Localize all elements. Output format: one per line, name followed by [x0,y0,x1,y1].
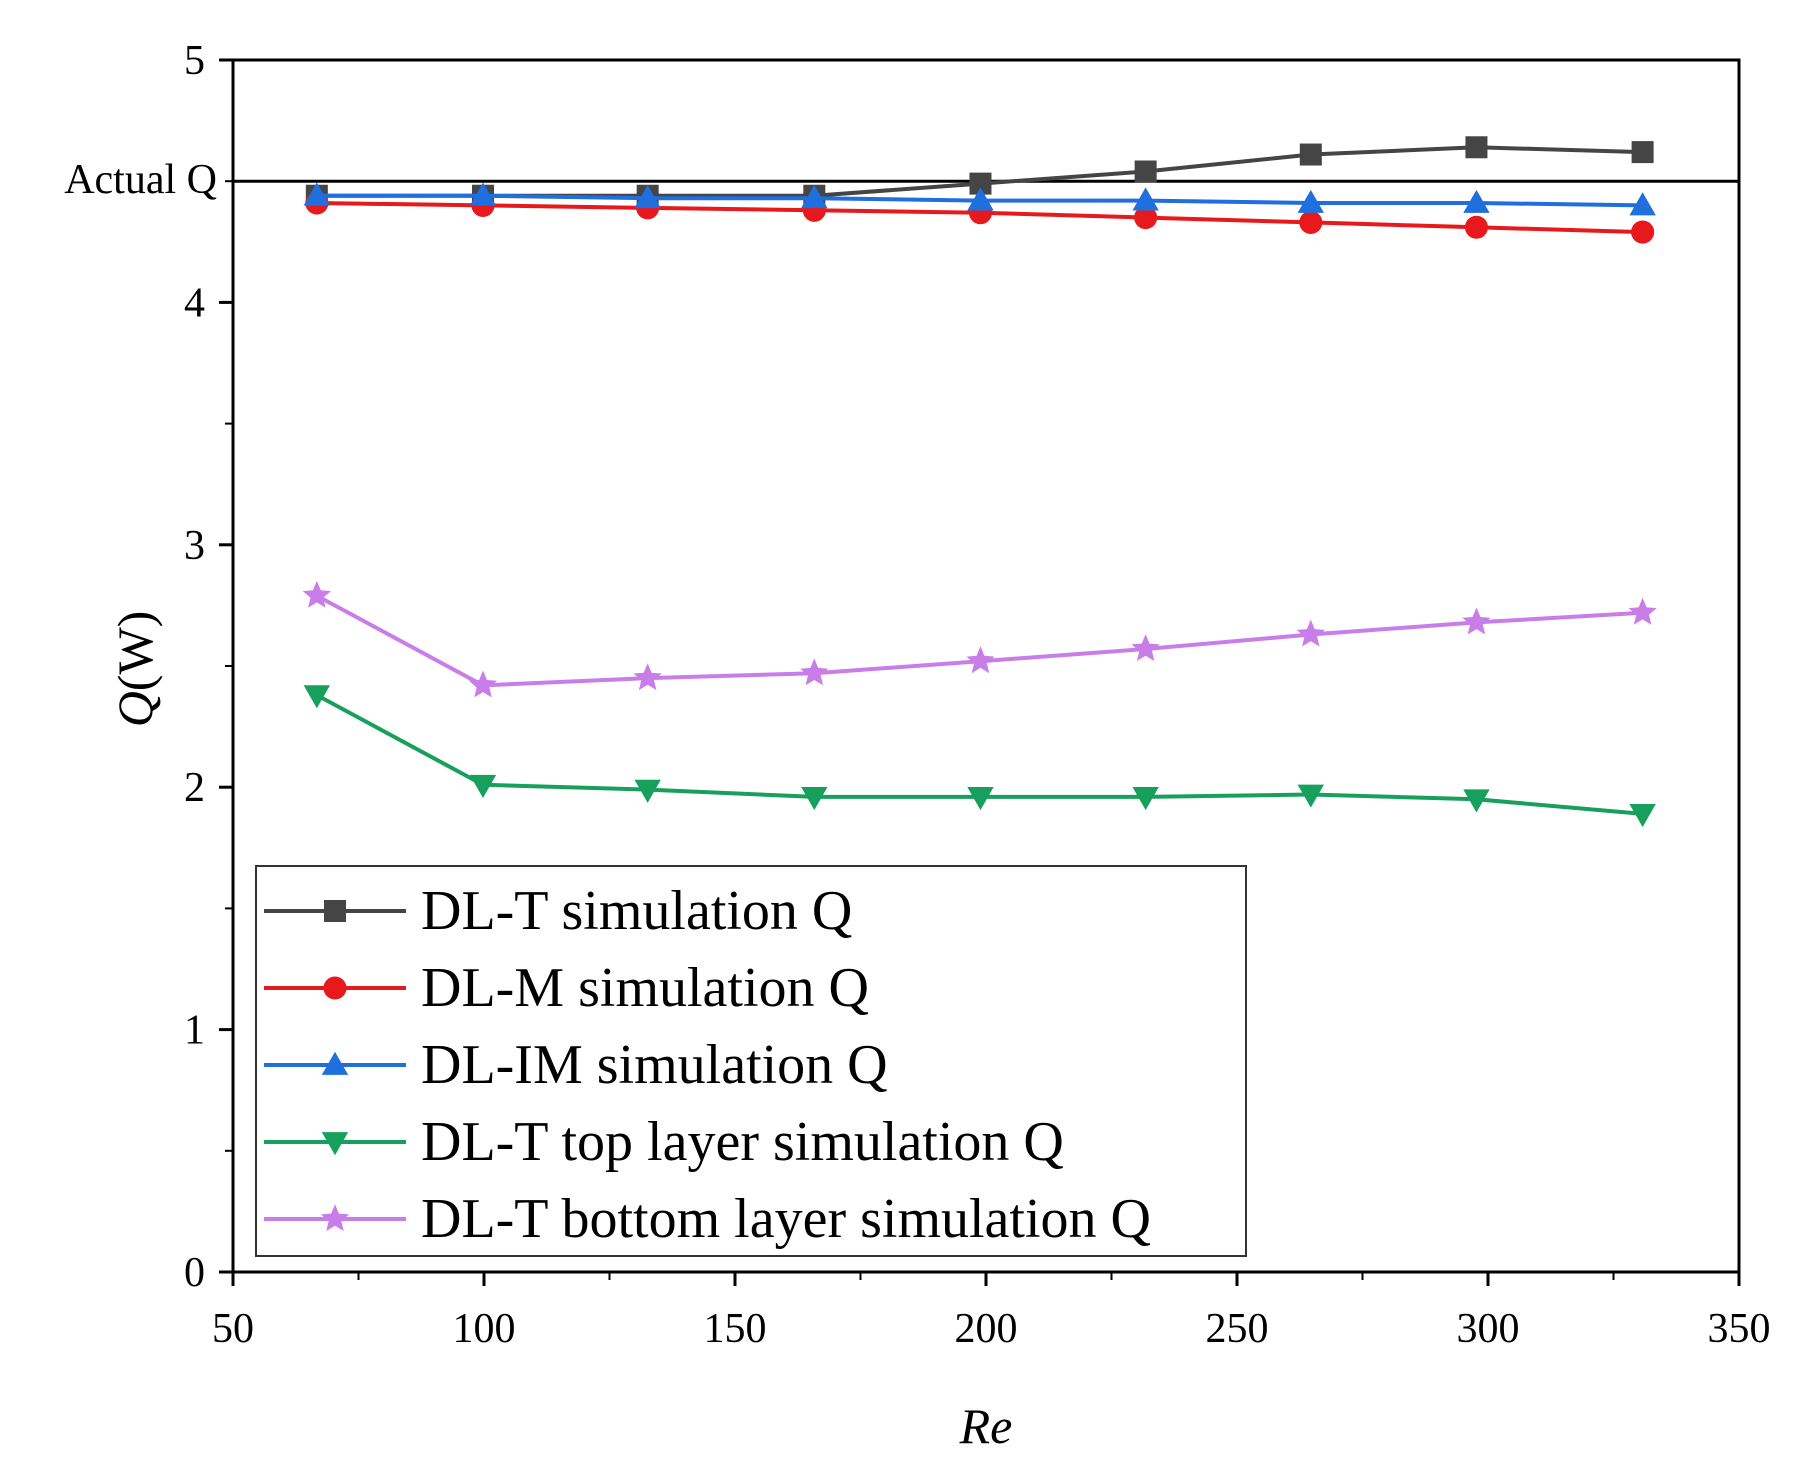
legend-label: DL-T bottom layer simulation Q [421,1188,1151,1250]
triangle-down-marker [1629,803,1656,828]
star-marker [966,646,995,674]
legend-item: DL-M simulation Q [264,957,869,1019]
triangle-up-marker [321,1051,349,1075]
circle-marker [1299,210,1323,234]
x-tick-label: 150 [704,1306,767,1352]
triangle-down-marker [634,779,661,803]
square-marker [1465,136,1488,159]
star-marker [1462,607,1491,635]
triangle-up-marker [1132,187,1159,211]
axes-group: 50 100 150 200 250 300 350 0 1 2 3 4 5 [184,38,1771,1352]
legend-label: DL-M simulation Q [421,957,869,1019]
legend: DL-T simulation Q DL-M simulation Q DL-IM … [255,865,1247,1257]
star-marker [468,670,498,698]
y-axis-title-symbol: Q [107,691,163,727]
triangle-up-marker [634,184,661,209]
triangle-up-marker [967,187,994,211]
circle-marker [1631,220,1655,244]
square-marker [324,900,346,922]
series-star [302,580,1657,698]
square-marker [1299,143,1322,166]
legend-label: DL-IM simulation Q [421,1034,888,1096]
circle-marker [1134,206,1158,230]
star-marker [1628,597,1657,625]
y-tick-label: 3 [184,523,205,569]
star-marker [302,580,331,608]
triangle-down-marker [469,774,497,798]
circle-marker [1464,215,1489,239]
square-marker [1631,141,1654,164]
y-tick-label: 5 [184,38,205,84]
y-tick-label: 2 [184,765,205,811]
x-tick-label: 50 [212,1306,254,1352]
legend-item: DL-IM simulation Q [264,1034,888,1096]
triangle-up-marker [801,184,828,209]
triangle-up-marker [469,182,497,206]
star-marker [320,1204,350,1231]
y-tick-label: 4 [184,280,205,326]
circle-marker [323,976,347,1000]
x-tick-label: 250 [1206,1306,1269,1352]
y-tick-label: 1 [184,1008,205,1054]
triangle-down-marker [967,786,994,811]
star-marker [1131,634,1160,661]
y-tick-label: 0 [184,1250,205,1296]
triangle-down-marker [801,786,828,811]
triangle-down-marker [303,685,331,709]
square-marker [1134,160,1157,183]
series-triangle-down [303,685,1656,828]
legend-box [255,865,1247,1257]
x-tick-label: 200 [955,1306,1018,1352]
triangle-up-marker [1629,192,1656,216]
star-marker [1296,619,1325,647]
triangle-down-marker [1297,784,1324,808]
x-axis-title: Re [959,1398,1013,1454]
series-group [302,136,1657,828]
reference-line-label: Actual Q [64,157,217,203]
legend-item: DL-T simulation Q [264,880,852,942]
y-axis-title: Q(W) [107,611,163,728]
triangle-up-marker [1463,189,1490,213]
axis-titles: Re Q(W) [107,611,1012,1454]
legend-item: DL-T bottom layer simulation Q [264,1188,1151,1250]
legend-label: DL-T simulation Q [421,880,852,942]
triangle-down-marker [1132,786,1159,811]
star-marker [633,663,662,691]
y-axis-title-unit: (W) [107,611,163,692]
x-tick-label: 300 [1457,1306,1520,1352]
triangle-up-marker [303,182,331,206]
triangle-down-marker [1463,789,1490,813]
square-marker [969,172,992,195]
x-tick-label: 100 [453,1306,516,1352]
triangle-down-marker [321,1132,349,1156]
triangle-up-marker [1297,189,1324,213]
series-triangle-up [303,182,1656,216]
legend-label: DL-T top layer simulation Q [421,1111,1064,1173]
x-tick-label: 350 [1708,1306,1771,1352]
star-marker [800,658,829,686]
legend-item: DL-T top layer simulation Q [264,1111,1064,1173]
